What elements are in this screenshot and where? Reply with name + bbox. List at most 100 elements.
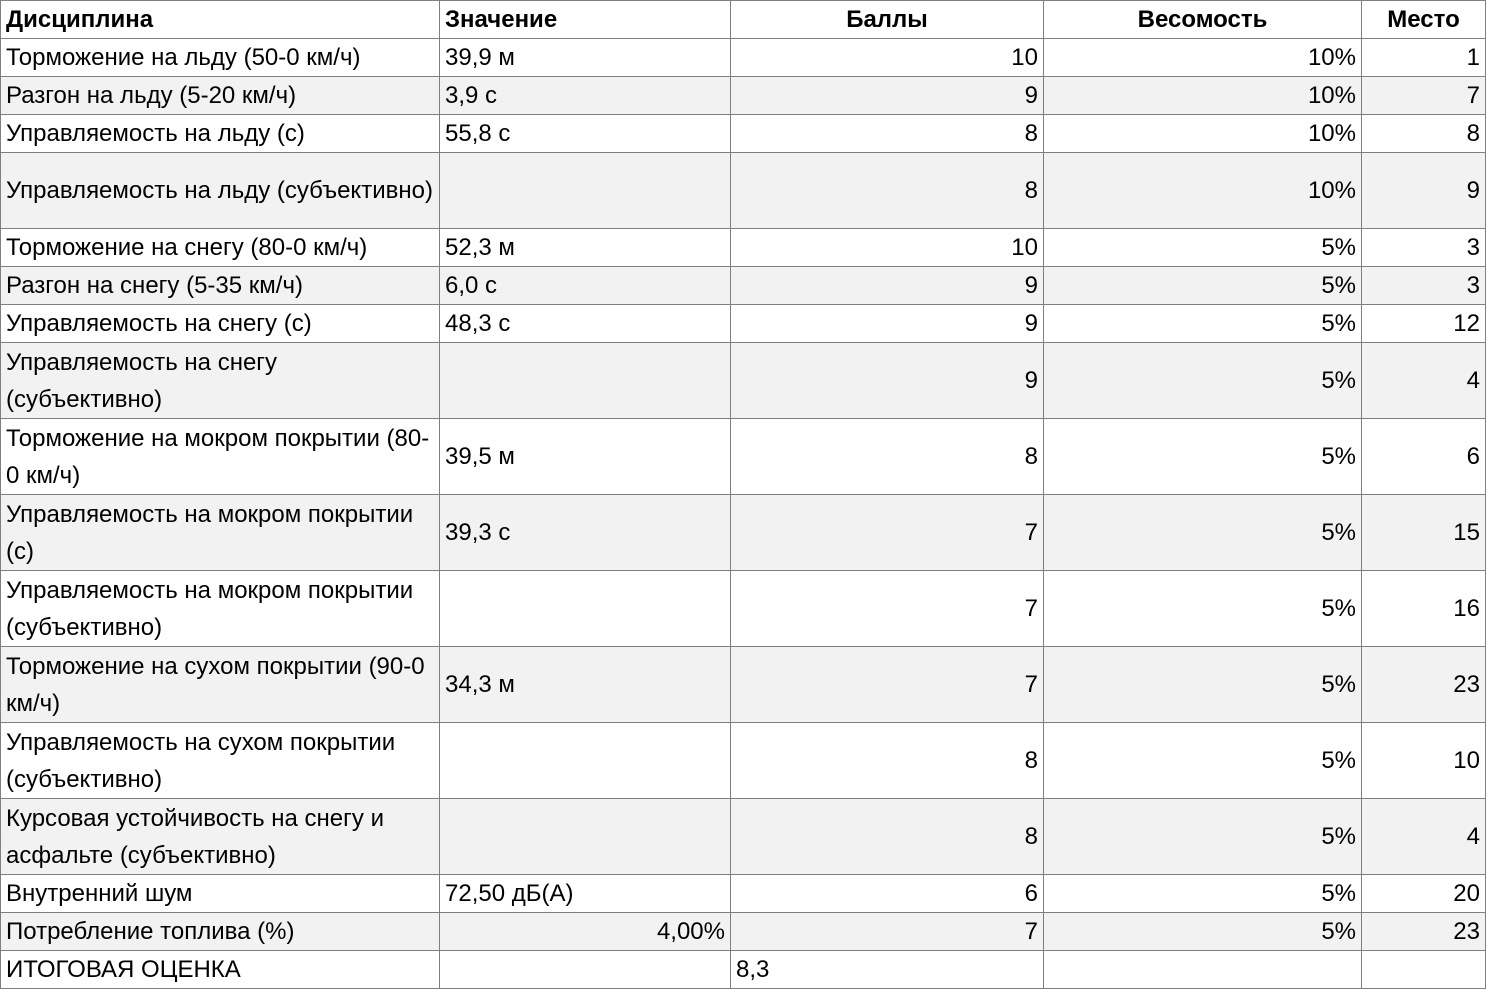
cell-place: 7 [1361,76,1486,115]
cell-weight: 5% [1043,646,1362,723]
cell-score: 7 [730,494,1044,571]
cell-discipline: Потребление топлива (%) [0,912,440,951]
table-row: Потребление топлива (%) 4,00% 7 5% 23 [0,912,1486,951]
total-value [439,950,731,989]
table-row: Торможение на льду (50-0 км/ч) 39,9 м 10… [0,38,1486,77]
cell-score: 8 [730,114,1044,153]
cell-score: 10 [730,38,1044,77]
cell-discipline: Управляемость на льду (с) [0,114,440,153]
table-row: Торможение на снегу (80-0 км/ч) 52,3 м 1… [0,228,1486,267]
cell-score: 8 [730,722,1044,799]
cell-score: 10 [730,228,1044,267]
cell-value [439,798,731,875]
cell-value: 4,00% [439,912,731,951]
cell-place: 16 [1361,570,1486,647]
cell-place: 4 [1361,342,1486,419]
table-row: Торможение на мокром покрытии (80-0 км/ч… [0,418,1486,495]
total-row: ИТОГОВАЯ ОЦЕНКА 8,3 [0,950,1486,989]
cell-discipline: Управляемость на снегу (субъективно) [0,342,440,419]
cell-place: 6 [1361,418,1486,495]
table-row: Управляемость на льду (с) 55,8 с 8 10% 8 [0,114,1486,153]
cell-discipline: Разгон на льду (5-20 км/ч) [0,76,440,115]
cell-place: 23 [1361,646,1486,723]
cell-discipline: Управляемость на сухом покрытии (субъект… [0,722,440,799]
cell-score: 7 [730,570,1044,647]
cell-place: 10 [1361,722,1486,799]
cell-place: 9 [1361,152,1486,229]
cell-discipline: Управляемость на мокром покрытии (с) [0,494,440,571]
cell-value: 39,9 м [439,38,731,77]
cell-place: 12 [1361,304,1486,343]
cell-discipline: Курсовая устойчивость на снегу и асфальт… [0,798,440,875]
table-row: Управляемость на мокром покрытии (субъек… [0,570,1486,647]
cell-weight: 5% [1043,874,1362,913]
cell-weight: 10% [1043,76,1362,115]
cell-weight: 10% [1043,114,1362,153]
table-row: Управляемость на сухом покрытии (субъект… [0,722,1486,799]
cell-value [439,722,731,799]
cell-discipline: Управляемость на снегу (с) [0,304,440,343]
table-row: Внутренний шум 72,50 дБ(А) 6 5% 20 [0,874,1486,913]
cell-value: 72,50 дБ(А) [439,874,731,913]
cell-weight: 5% [1043,798,1362,875]
cell-score: 8 [730,152,1044,229]
header-place: Место [1361,0,1486,39]
cell-score: 6 [730,874,1044,913]
table-row: Управляемость на мокром покрытии (с) 39,… [0,494,1486,571]
cell-place: 1 [1361,38,1486,77]
cell-weight: 5% [1043,342,1362,419]
table-row: Торможение на сухом покрытии (90-0 км/ч)… [0,646,1486,723]
cell-score: 9 [730,342,1044,419]
table-row: Управляемость на льду (субъективно) 8 10… [0,152,1486,229]
cell-score: 8 [730,418,1044,495]
total-label: ИТОГОВАЯ ОЦЕНКА [0,950,440,989]
cell-value: 52,3 м [439,228,731,267]
cell-discipline: Управляемость на льду (субъективно) [0,152,440,229]
cell-weight: 10% [1043,152,1362,229]
header-row: Дисциплина Значение Баллы Весомость Мест… [0,0,1486,39]
cell-place: 3 [1361,228,1486,267]
table-row: Управляемость на снегу (субъективно) 9 5… [0,342,1486,419]
cell-value: 39,5 м [439,418,731,495]
total-score: 8,3 [730,950,1044,989]
header-weight: Весомость [1043,0,1362,39]
cell-discipline: Торможение на льду (50-0 км/ч) [0,38,440,77]
cell-value: 55,8 с [439,114,731,153]
cell-score: 9 [730,76,1044,115]
table-row: Курсовая устойчивость на снегу и асфальт… [0,798,1486,875]
cell-discipline: Внутренний шум [0,874,440,913]
cell-weight: 5% [1043,570,1362,647]
cell-value: 6,0 с [439,266,731,305]
cell-weight: 5% [1043,722,1362,799]
cell-weight: 10% [1043,38,1362,77]
cell-score: 9 [730,304,1044,343]
table-row: Управляемость на снегу (с) 48,3 с 9 5% 1… [0,304,1486,343]
cell-place: 3 [1361,266,1486,305]
cell-discipline: Торможение на сухом покрытии (90-0 км/ч) [0,646,440,723]
cell-weight: 5% [1043,418,1362,495]
cell-discipline: Разгон на снегу (5-35 км/ч) [0,266,440,305]
header-value: Значение [439,0,731,39]
cell-score: 9 [730,266,1044,305]
cell-score: 8 [730,798,1044,875]
total-weight [1043,950,1362,989]
header-discipline: Дисциплина [0,0,440,39]
cell-weight: 5% [1043,228,1362,267]
cell-place: 4 [1361,798,1486,875]
cell-place: 20 [1361,874,1486,913]
cell-place: 15 [1361,494,1486,571]
cell-place: 8 [1361,114,1486,153]
cell-value: 3,9 с [439,76,731,115]
cell-place: 23 [1361,912,1486,951]
total-place [1361,950,1486,989]
cell-score: 7 [730,912,1044,951]
cell-discipline: Торможение на снегу (80-0 км/ч) [0,228,440,267]
cell-weight: 5% [1043,912,1362,951]
cell-value [439,342,731,419]
table-row: Разгон на льду (5-20 км/ч) 3,9 с 9 10% 7 [0,76,1486,115]
cell-weight: 5% [1043,494,1362,571]
cell-weight: 5% [1043,266,1362,305]
cell-value: 34,3 м [439,646,731,723]
cell-value: 48,3 с [439,304,731,343]
